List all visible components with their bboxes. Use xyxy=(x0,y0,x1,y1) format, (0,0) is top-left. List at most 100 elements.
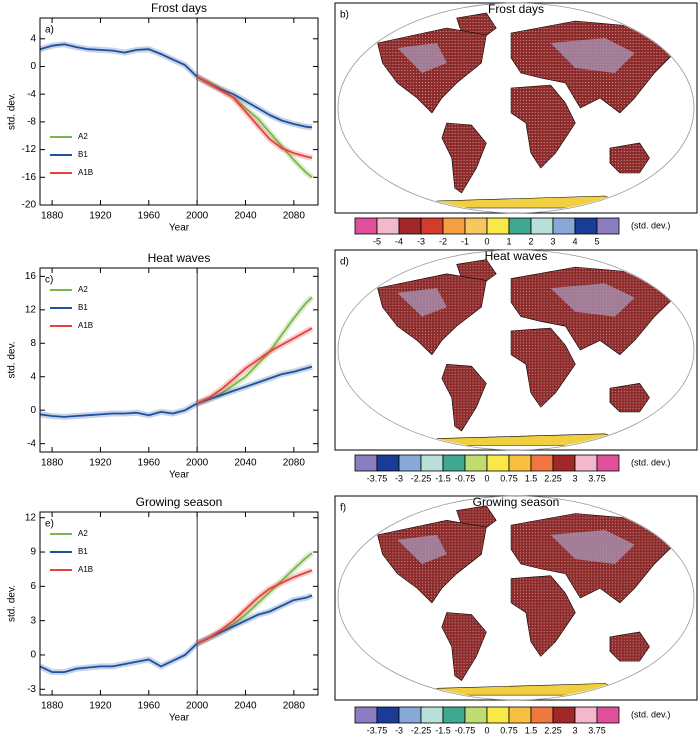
x-tick-label: 2080 xyxy=(283,701,306,712)
x-tick-label: 2000 xyxy=(186,701,209,712)
colorbar-swatch xyxy=(552,706,576,724)
colorbar-label: 0.75 xyxy=(500,725,518,735)
y-tick-label: 3 xyxy=(30,615,36,626)
colorbar-swatch xyxy=(574,706,598,724)
colorbar-swatch xyxy=(420,217,444,235)
panel-label: b) xyxy=(340,10,349,21)
colorbar-swatch xyxy=(376,217,400,235)
colorbar-swatch xyxy=(574,454,598,472)
panel-label: f) xyxy=(340,503,346,514)
x-tick-label: 1920 xyxy=(89,701,112,712)
map-outline xyxy=(337,495,695,701)
x-axis-label: Year xyxy=(169,470,190,481)
series-line xyxy=(39,43,313,129)
y-tick-label: 4 xyxy=(30,33,36,44)
y-tick-label: 16 xyxy=(25,271,37,282)
colorbar-label: -1.5 xyxy=(435,725,451,735)
colorbar-label: -0.75 xyxy=(455,473,476,483)
colorbar-swatch xyxy=(420,454,444,472)
colorbar-label: 1 xyxy=(506,236,511,246)
x-tick-label: 1960 xyxy=(138,458,161,469)
y-tick-label: 4 xyxy=(30,371,36,382)
y-axis-label: std. dev. xyxy=(7,341,18,378)
x-tick-label: 2040 xyxy=(234,211,257,222)
colorbar-swatch xyxy=(596,454,620,472)
colorbar-label: -3 xyxy=(395,473,403,483)
panel-label: d) xyxy=(340,257,349,268)
map-title: Growing season xyxy=(473,495,560,509)
colorbar-swatch xyxy=(354,454,378,472)
x-tick-label: 2040 xyxy=(234,701,257,712)
colorbar-label: 0 xyxy=(484,473,489,483)
colorbar-swatch xyxy=(354,217,378,235)
y-tick-label: -8 xyxy=(27,117,36,128)
x-axis-label: Year xyxy=(169,223,190,234)
x-tick-label: 2000 xyxy=(186,211,209,222)
y-axis-label: std. dev. xyxy=(7,585,18,622)
colorbar-swatch xyxy=(574,217,598,235)
x-tick-label: 1960 xyxy=(138,701,161,712)
chart-title: Frost days xyxy=(151,1,207,15)
colorbar-swatch xyxy=(486,217,510,235)
colorbar-label: 1.5 xyxy=(525,725,538,735)
map-outline xyxy=(337,249,695,451)
colorbar-label: -0.75 xyxy=(455,725,476,735)
colorbar-swatch xyxy=(596,217,620,235)
colorbar-label: 0 xyxy=(484,725,489,735)
legend-label: A1B xyxy=(78,168,93,177)
plot-frame xyxy=(39,267,319,453)
map-outline xyxy=(337,2,695,214)
series-band xyxy=(39,363,313,420)
colorbar-swatch xyxy=(376,454,400,472)
colorbar-label: -3.75 xyxy=(367,473,388,483)
colorbar-swatch xyxy=(398,217,422,235)
x-tick-label: 1920 xyxy=(89,458,112,469)
colorbar-swatch xyxy=(486,454,510,472)
colorbar-label: -3 xyxy=(417,236,425,246)
colorbar-swatch xyxy=(486,706,510,724)
series-line xyxy=(39,594,313,673)
y-tick-label: 9 xyxy=(30,547,36,558)
legend-label: B1 xyxy=(78,150,88,159)
colorbar-swatch xyxy=(420,706,444,724)
colorbar-label: 3.75 xyxy=(588,473,606,483)
colorbar-swatch xyxy=(530,217,554,235)
colorbar-label: -2 xyxy=(439,236,447,246)
legend-label: B1 xyxy=(78,547,88,556)
colorbar-label: -3 xyxy=(395,725,403,735)
y-tick-label: -4 xyxy=(27,89,36,100)
colorbar-swatch xyxy=(464,706,488,724)
x-tick-label: 2000 xyxy=(186,458,209,469)
colorbar-unit: (std. dev.) xyxy=(631,457,670,467)
y-tick-label: -3 xyxy=(27,684,36,695)
x-tick-label: 1880 xyxy=(41,211,64,222)
colorbar-label: -5 xyxy=(373,236,381,246)
colorbar-swatch xyxy=(442,454,466,472)
plot-frame xyxy=(39,511,319,696)
x-tick-label: 1880 xyxy=(41,701,64,712)
y-tick-label: 0 xyxy=(30,61,36,72)
colorbar-label: 5 xyxy=(594,236,599,246)
colorbar-swatch xyxy=(552,217,576,235)
series-line xyxy=(196,327,313,405)
map-title: Frost days xyxy=(488,2,544,16)
colorbar-label: 3 xyxy=(572,473,577,483)
chart-title: Growing season xyxy=(136,495,223,509)
colorbar-unit: (std. dev.) xyxy=(631,709,670,719)
series-line xyxy=(196,569,313,645)
colorbar-swatch xyxy=(398,706,422,724)
colorbar-label: -1.5 xyxy=(435,473,451,483)
y-tick-label: 0 xyxy=(30,650,36,661)
colorbar-swatch xyxy=(596,706,620,724)
colorbar-swatch xyxy=(530,706,554,724)
colorbar-swatch xyxy=(552,454,576,472)
colorbar-label: 4 xyxy=(572,236,577,246)
y-tick-label: 0 xyxy=(30,405,36,416)
legend-label: B1 xyxy=(78,303,88,312)
colorbar-swatch xyxy=(398,454,422,472)
colorbar-label: 2.25 xyxy=(544,473,562,483)
colorbar-label: 0.75 xyxy=(500,473,518,483)
legend-label: A2 xyxy=(78,132,88,141)
colorbar-swatch xyxy=(508,706,532,724)
